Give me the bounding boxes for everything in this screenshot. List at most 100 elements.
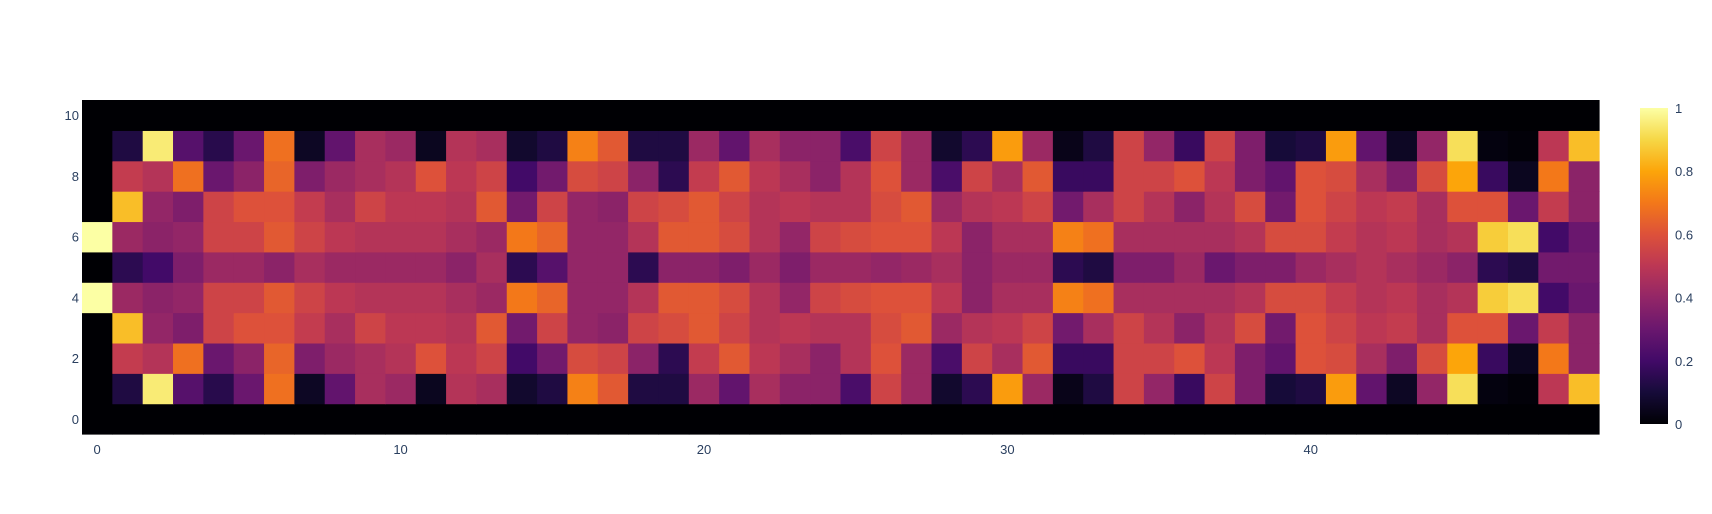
heatmap-cell — [1295, 251, 1327, 283]
heatmap-cell — [719, 191, 751, 223]
heatmap-cell — [446, 221, 478, 253]
heatmap-cell — [901, 191, 933, 223]
heatmap-cell — [203, 251, 235, 283]
heatmap-cell — [1143, 282, 1175, 314]
heatmap-cell — [112, 191, 144, 223]
heatmap-cell — [537, 251, 569, 283]
heatmap-cell — [840, 373, 872, 405]
heatmap-cell — [1386, 312, 1418, 344]
heatmap-cell — [1265, 312, 1297, 344]
heatmap-cell — [1174, 191, 1206, 223]
heatmap-cell — [506, 130, 538, 162]
colorbar-ticks: 0 0.2 0.4 0.6 0.8 1 — [1675, 101, 1693, 432]
y-tick-label: 2 — [72, 351, 79, 366]
heatmap-cell — [446, 312, 478, 344]
heatmap-cell — [628, 191, 660, 223]
heatmap-cell — [1416, 251, 1448, 283]
heatmap-cell — [1447, 373, 1479, 405]
heatmap-cell — [870, 373, 902, 405]
heatmap-cell — [931, 312, 963, 344]
heatmap-cell — [324, 403, 356, 435]
heatmap-cell — [1143, 403, 1175, 435]
heatmap-cell — [901, 221, 933, 253]
heatmap-cell — [112, 130, 144, 162]
heatmap-cell — [1538, 160, 1570, 192]
heatmap-cell — [203, 100, 235, 131]
heatmap-cell — [1052, 282, 1084, 314]
heatmap-cell — [415, 342, 447, 374]
heatmap-cell — [1083, 312, 1115, 344]
heatmap-cell — [355, 100, 386, 131]
heatmap-cell — [1113, 373, 1145, 405]
heatmap-cell — [1174, 342, 1206, 374]
heatmap-cell — [476, 312, 508, 344]
heatmap-cell — [931, 130, 963, 162]
heatmap-cell — [173, 130, 204, 162]
heatmap-cell — [324, 221, 356, 253]
heatmap-cell — [233, 282, 265, 314]
heatmap-cell — [1416, 221, 1448, 253]
heatmap-cell — [567, 373, 599, 405]
heatmap-cell — [719, 221, 751, 253]
heatmap-cell — [779, 312, 811, 344]
heatmap-cell — [870, 191, 902, 223]
heatmap-cell — [1568, 312, 1600, 344]
x-tick-label: 10 — [393, 442, 407, 457]
heatmap-cell — [355, 282, 386, 314]
heatmap-cell — [1507, 251, 1539, 283]
heatmap-cell — [567, 251, 599, 283]
heatmap-cell — [233, 100, 265, 131]
heatmap-cell — [1507, 312, 1539, 344]
heatmap-cell — [1507, 191, 1539, 223]
heatmap-cell — [1447, 403, 1479, 435]
heatmap-cell — [294, 342, 326, 374]
heatmap-cell — [1083, 100, 1115, 131]
heatmap-cell — [415, 100, 447, 131]
heatmap-cell — [324, 373, 356, 405]
heatmap-cell — [1477, 100, 1509, 131]
heatmap-cell — [1083, 403, 1115, 435]
heatmap-cell — [1052, 130, 1084, 162]
heatmap-cell — [840, 160, 872, 192]
heatmap-cell — [1568, 130, 1600, 162]
heatmap-cell — [415, 221, 447, 253]
heatmap-cell — [142, 342, 174, 374]
heatmap-cell — [1174, 312, 1206, 344]
heatmap-cell — [749, 160, 781, 192]
heatmap-cell — [992, 130, 1024, 162]
y-tick-label: 10 — [65, 108, 79, 123]
heatmap-cell — [1356, 373, 1388, 405]
heatmap-cell — [810, 130, 842, 162]
heatmap-cell — [476, 403, 508, 435]
heatmap-cell — [203, 403, 235, 435]
heatmap-cell — [870, 342, 902, 374]
heatmap-cell — [961, 312, 993, 344]
heatmap-cell — [1477, 282, 1509, 314]
heatmap-cell — [233, 403, 265, 435]
heatmap-cell — [173, 342, 204, 374]
heatmap-cell — [1234, 130, 1266, 162]
heatmap-cell — [385, 160, 417, 192]
heatmap-cell — [567, 403, 599, 435]
heatmap-cell — [446, 251, 478, 283]
heatmap-cell — [1356, 282, 1388, 314]
heatmap-cell — [324, 282, 356, 314]
heatmap-cell — [203, 282, 235, 314]
heatmap-cell — [1052, 342, 1084, 374]
heatmap-cell — [1113, 403, 1145, 435]
heatmap-cell — [1234, 100, 1266, 131]
heatmap-cell — [1022, 221, 1054, 253]
heatmap-cell — [1568, 221, 1600, 253]
heatmap-cell — [294, 312, 326, 344]
heatmap-cell — [1295, 160, 1327, 192]
heatmap-cell — [931, 342, 963, 374]
heatmap-cell — [1568, 251, 1600, 283]
heatmap-cell — [82, 191, 113, 223]
heatmap-cell — [82, 221, 113, 253]
heatmap-cell — [355, 312, 386, 344]
heatmap-cell — [1568, 403, 1600, 435]
heatmap-cell — [264, 130, 295, 162]
heatmap-cell — [658, 221, 690, 253]
heatmap-cell — [961, 342, 993, 374]
heatmap-cell — [567, 160, 599, 192]
